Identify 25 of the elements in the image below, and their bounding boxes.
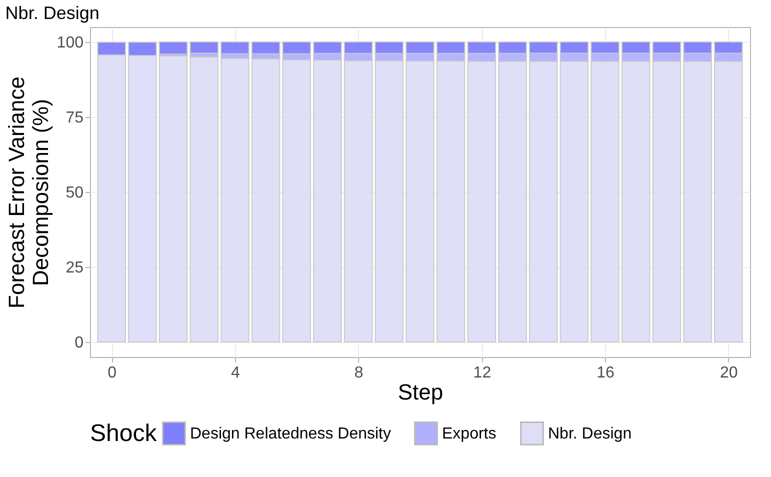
legend-title: Shock bbox=[90, 420, 158, 447]
bar bbox=[158, 55, 188, 342]
x-tick-label: 12 bbox=[473, 364, 492, 382]
y-tick-label: 0 bbox=[74, 334, 84, 352]
y-tick-label: 75 bbox=[66, 110, 84, 126]
chart-title: Nbr. Design bbox=[5, 3, 100, 23]
bar bbox=[190, 42, 218, 54]
x-tick-label: 4 bbox=[231, 364, 240, 382]
x-tick-label: 16 bbox=[596, 364, 615, 382]
bar bbox=[190, 56, 218, 342]
y-axis-title: Forecast Error Variance Decomposionn (%) bbox=[4, 76, 53, 308]
bar bbox=[251, 58, 280, 342]
y-tick-label: 25 bbox=[66, 260, 84, 276]
bar bbox=[158, 42, 188, 54]
x-tick-label: 8 bbox=[354, 364, 364, 382]
x-tick-label: 0 bbox=[108, 364, 117, 382]
x-axis-title: Step bbox=[398, 380, 444, 404]
legend-label: Design Relatedness Density bbox=[190, 425, 391, 442]
bar bbox=[220, 58, 250, 342]
legend-label: Nbr. Design bbox=[548, 425, 632, 442]
x-tick-label: 20 bbox=[720, 364, 738, 382]
y-tick-label: 50 bbox=[66, 184, 84, 202]
y-tick-label: 100 bbox=[56, 34, 84, 52]
bar bbox=[220, 42, 250, 54]
legend-label: Exports bbox=[442, 425, 496, 442]
